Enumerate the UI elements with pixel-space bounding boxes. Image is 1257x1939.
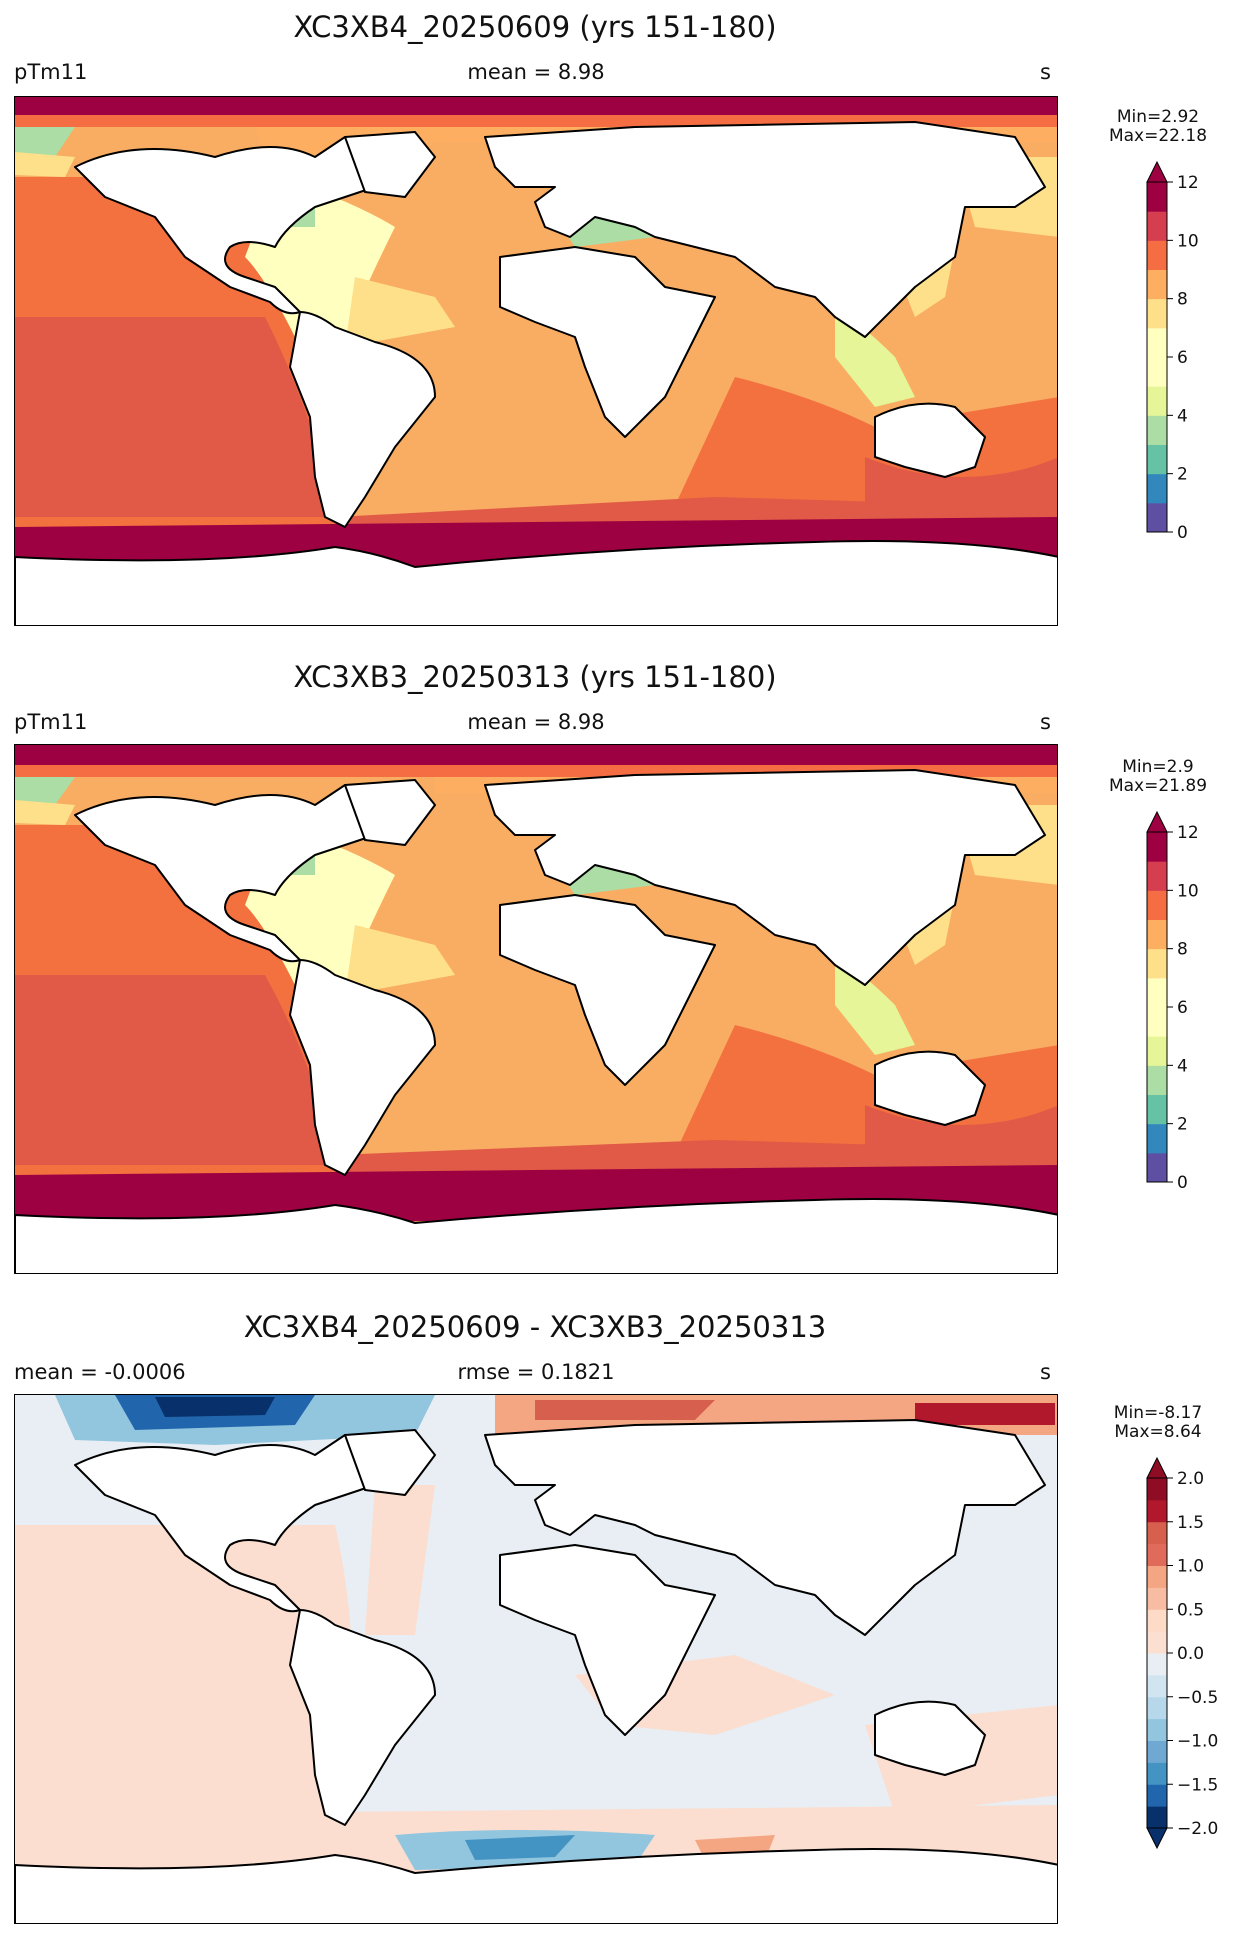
colorbar-segment [1147, 386, 1167, 416]
colorbar-segment [1147, 1784, 1167, 1807]
colorbar-segment [1147, 832, 1167, 862]
colorbar-segment [1147, 415, 1167, 445]
colorbar-tick-label: 2.0 [1177, 1469, 1204, 1489]
colorbar-tick-label: 12 [1177, 823, 1199, 843]
colorbar-segment [1147, 357, 1167, 387]
stats-box: Min=2.92 Max=22.18 [1098, 108, 1218, 146]
map-svg [15, 745, 1057, 1273]
units-label: s [1040, 1360, 1051, 1384]
colorbar: 0 2 4 6 8 10 12 [1145, 810, 1225, 1214]
colorbar-segment [1147, 1806, 1167, 1829]
map-field [14, 744, 1058, 1274]
colorbar-segment [1147, 1521, 1167, 1545]
colorbar-tick-label: −2.0 [1177, 1819, 1218, 1839]
colorbar-segment [1147, 1094, 1167, 1125]
colorbar-tick-label: −1.5 [1177, 1775, 1218, 1795]
colorbar-tick-label: 0 [1177, 523, 1188, 543]
colorbar-segment [1147, 948, 1167, 979]
colorbar-tick-label: 6 [1177, 998, 1188, 1018]
colorbar-segment [1147, 1587, 1167, 1610]
units-label: s [1040, 60, 1051, 84]
colorbar-tick-label: −0.5 [1177, 1688, 1218, 1708]
colorbar-segment [1147, 861, 1167, 891]
colorbar-tick-label: 1.5 [1177, 1513, 1204, 1533]
panel-title: XC3XB4_20250609 - XC3XB3_20250313 [243, 1310, 827, 1344]
colorbar-segment [1147, 240, 1167, 270]
mean-label: mean = -0.0006 [14, 1360, 186, 1384]
colorbar-segment [1147, 1036, 1167, 1066]
colorbar-segment [1147, 1653, 1167, 1676]
colorbar-tick-label: 10 [1177, 881, 1199, 901]
colorbar-extend-min [1146, 1827, 1168, 1850]
colorbar-tick-label: 2 [1177, 1115, 1188, 1135]
colorbar-segment [1147, 1718, 1167, 1741]
colorbar-tick-label: 0 [1177, 1173, 1188, 1193]
units-label: s [1040, 710, 1051, 734]
colorbar-svg: 0 2 4 6 8 10 12 [1146, 810, 1199, 1193]
colorbar-segment [1147, 327, 1167, 358]
colorbar-extend-max [1146, 1456, 1168, 1479]
colorbar: −2.0 −1.5 −1.0 −0.5 0.0 0.5 1.0 1.5 2.0 [1145, 1456, 1225, 1860]
colorbar-tick-label: 6 [1177, 348, 1188, 368]
colorbar-segment [1147, 473, 1167, 504]
colorbar-segment [1147, 1762, 1167, 1785]
stats-box: Min=-8.17 Max=8.64 [1098, 1404, 1218, 1442]
colorbar-segment [1147, 1740, 1167, 1763]
colorbar-tick-label: 2 [1177, 465, 1188, 485]
colorbar-segment [1147, 1696, 1167, 1720]
colorbar-tick-label: 0.5 [1177, 1600, 1204, 1620]
colorbar-segment [1147, 502, 1167, 533]
panel-title: XC3XB4_20250609 (yrs 151-180) [293, 10, 777, 44]
colorbar-segment [1147, 977, 1167, 1008]
colorbar-tick-label: 8 [1177, 940, 1188, 960]
min-value: Min=-8.17 [1113, 1403, 1203, 1423]
colorbar-segment [1147, 211, 1167, 241]
colorbar-tick-label: −1.0 [1177, 1732, 1218, 1752]
map-field [14, 96, 1058, 626]
colorbar-segment [1147, 1543, 1167, 1566]
min-value: Min=2.92 [1116, 107, 1200, 127]
colorbar-segment [1147, 1499, 1167, 1523]
colorbar-extend-max [1146, 160, 1168, 183]
colorbar-tick-label: 1.0 [1177, 1557, 1204, 1577]
colorbar-tick-label: 4 [1177, 406, 1188, 426]
map-svg [15, 97, 1057, 625]
colorbar-segment [1147, 182, 1167, 212]
colorbar-segment [1147, 1609, 1167, 1632]
colorbar-svg: −2.0 −1.5 −1.0 −0.5 0.0 0.5 1.0 1.5 2.0 [1146, 1456, 1218, 1850]
colorbar-segment [1147, 1478, 1167, 1501]
colorbar-segment [1147, 1565, 1167, 1588]
colorbar-tick-label: 12 [1177, 173, 1199, 193]
colorbar-segment [1147, 444, 1167, 475]
stats-box: Min=2.9 Max=21.89 [1098, 758, 1218, 796]
min-value: Min=2.9 [1122, 757, 1194, 777]
variable-label: pTm11 [14, 60, 88, 84]
colorbar-segment [1147, 1123, 1167, 1154]
colorbar-segment [1147, 1007, 1167, 1037]
max-value: Max=8.64 [1114, 1422, 1202, 1442]
map-svg [15, 1395, 1057, 1923]
colorbar-segment [1147, 298, 1167, 329]
colorbar-segment [1147, 1065, 1167, 1095]
max-value: Max=22.18 [1108, 126, 1208, 146]
colorbar-tick-label: 0.0 [1177, 1644, 1204, 1664]
colorbar: 0 2 4 6 8 10 12 [1145, 160, 1225, 564]
colorbar-segment [1147, 269, 1167, 300]
variable-label: pTm11 [14, 710, 88, 734]
colorbar-segment [1147, 919, 1167, 950]
map-field [14, 1394, 1058, 1924]
colorbar-tick-label: 8 [1177, 290, 1188, 310]
colorbar-segment [1147, 1631, 1167, 1654]
colorbar-segment [1147, 1674, 1167, 1698]
colorbar-extend-max [1146, 810, 1168, 833]
max-value: Max=21.89 [1108, 776, 1208, 796]
colorbar-segment [1147, 890, 1167, 920]
colorbar-segment [1147, 1152, 1167, 1183]
colorbar-tick-label: 10 [1177, 231, 1199, 251]
panel-title: XC3XB3_20250313 (yrs 151-180) [293, 660, 777, 694]
colorbar-tick-label: 4 [1177, 1056, 1188, 1076]
colorbar-svg: 0 2 4 6 8 10 12 [1146, 160, 1199, 543]
